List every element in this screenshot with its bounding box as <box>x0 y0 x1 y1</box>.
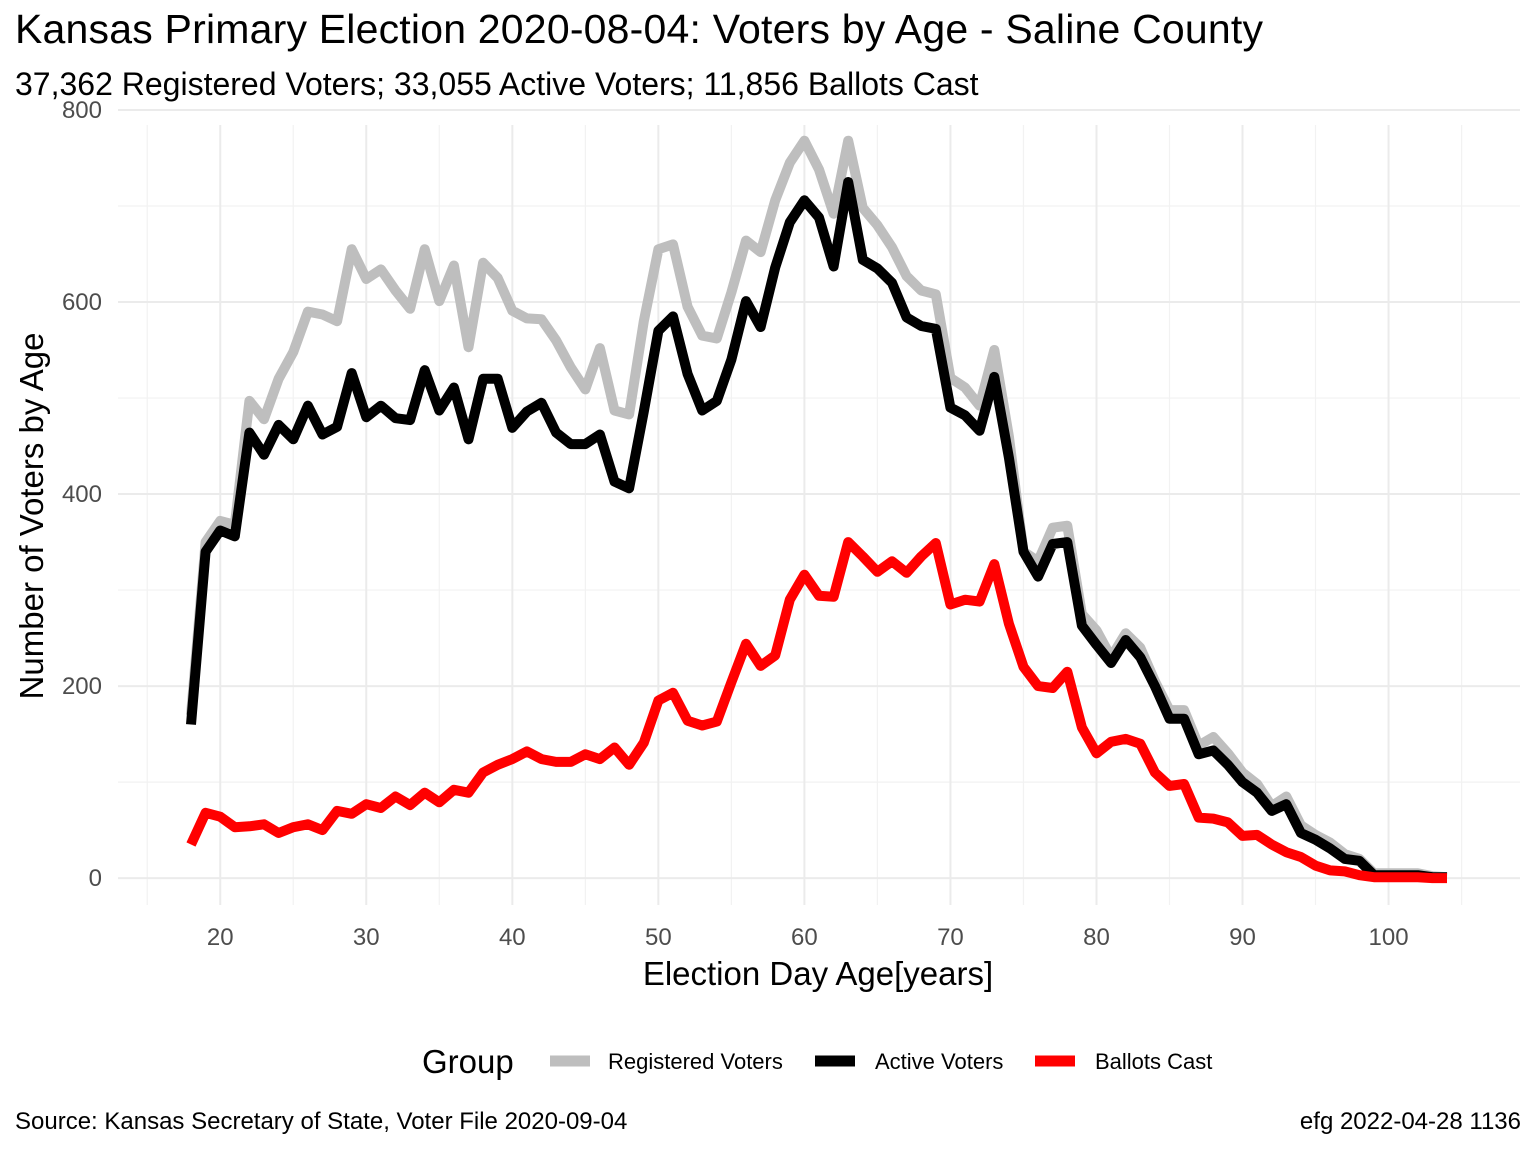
legend-label-ballots: Ballots Cast <box>1095 1049 1212 1074</box>
legend-label-active: Active Voters <box>875 1049 1003 1074</box>
x-axis-label: Election Day Age[years] <box>643 955 993 992</box>
y-tick-label: 600 <box>62 289 102 316</box>
series-line-active-voters <box>186 177 1447 883</box>
x-tick-label: 20 <box>207 924 234 951</box>
y-axis-ticks: 0 200 400 600 800 <box>62 97 102 892</box>
x-tick-label: 30 <box>353 924 380 951</box>
x-tick-label: 50 <box>645 924 672 951</box>
y-tick-label: 200 <box>62 673 102 700</box>
x-tick-label: 70 <box>937 924 964 951</box>
x-axis-ticks: 20 30 40 50 60 70 80 90 100 <box>207 924 1409 951</box>
minor-gridlines <box>118 125 1520 905</box>
y-tick-label: 800 <box>62 97 102 124</box>
y-axis-label: Number of Voters by Age <box>13 333 50 700</box>
series-line-ballots-cast <box>186 537 1447 884</box>
x-tick-label: 40 <box>499 924 526 951</box>
legend-title: Group <box>422 1043 514 1080</box>
legend: Group Registered Voters Active Voters Ba… <box>422 1043 1212 1080</box>
credit-note: efg 2022-04-28 1136 <box>1299 1108 1521 1135</box>
x-tick-label: 80 <box>1083 924 1110 951</box>
x-tick-label: 90 <box>1229 924 1256 951</box>
series-lines <box>186 135 1448 884</box>
legend-label-registered: Registered Voters <box>608 1049 783 1074</box>
x-tick-label: 100 <box>1369 924 1409 951</box>
y-tick-label: 0 <box>89 865 102 892</box>
chart-subtitle: 37,362 Registered Voters; 33,055 Active … <box>15 66 979 102</box>
source-note: Source: Kansas Secretary of State, Voter… <box>15 1108 628 1135</box>
chart-title: Kansas Primary Election 2020-08-04: Vote… <box>15 6 1264 52</box>
x-tick-label: 60 <box>791 924 818 951</box>
y-tick-label: 400 <box>62 481 102 508</box>
series-line-registered-voters <box>186 135 1448 883</box>
major-gridlines <box>118 109 1520 905</box>
